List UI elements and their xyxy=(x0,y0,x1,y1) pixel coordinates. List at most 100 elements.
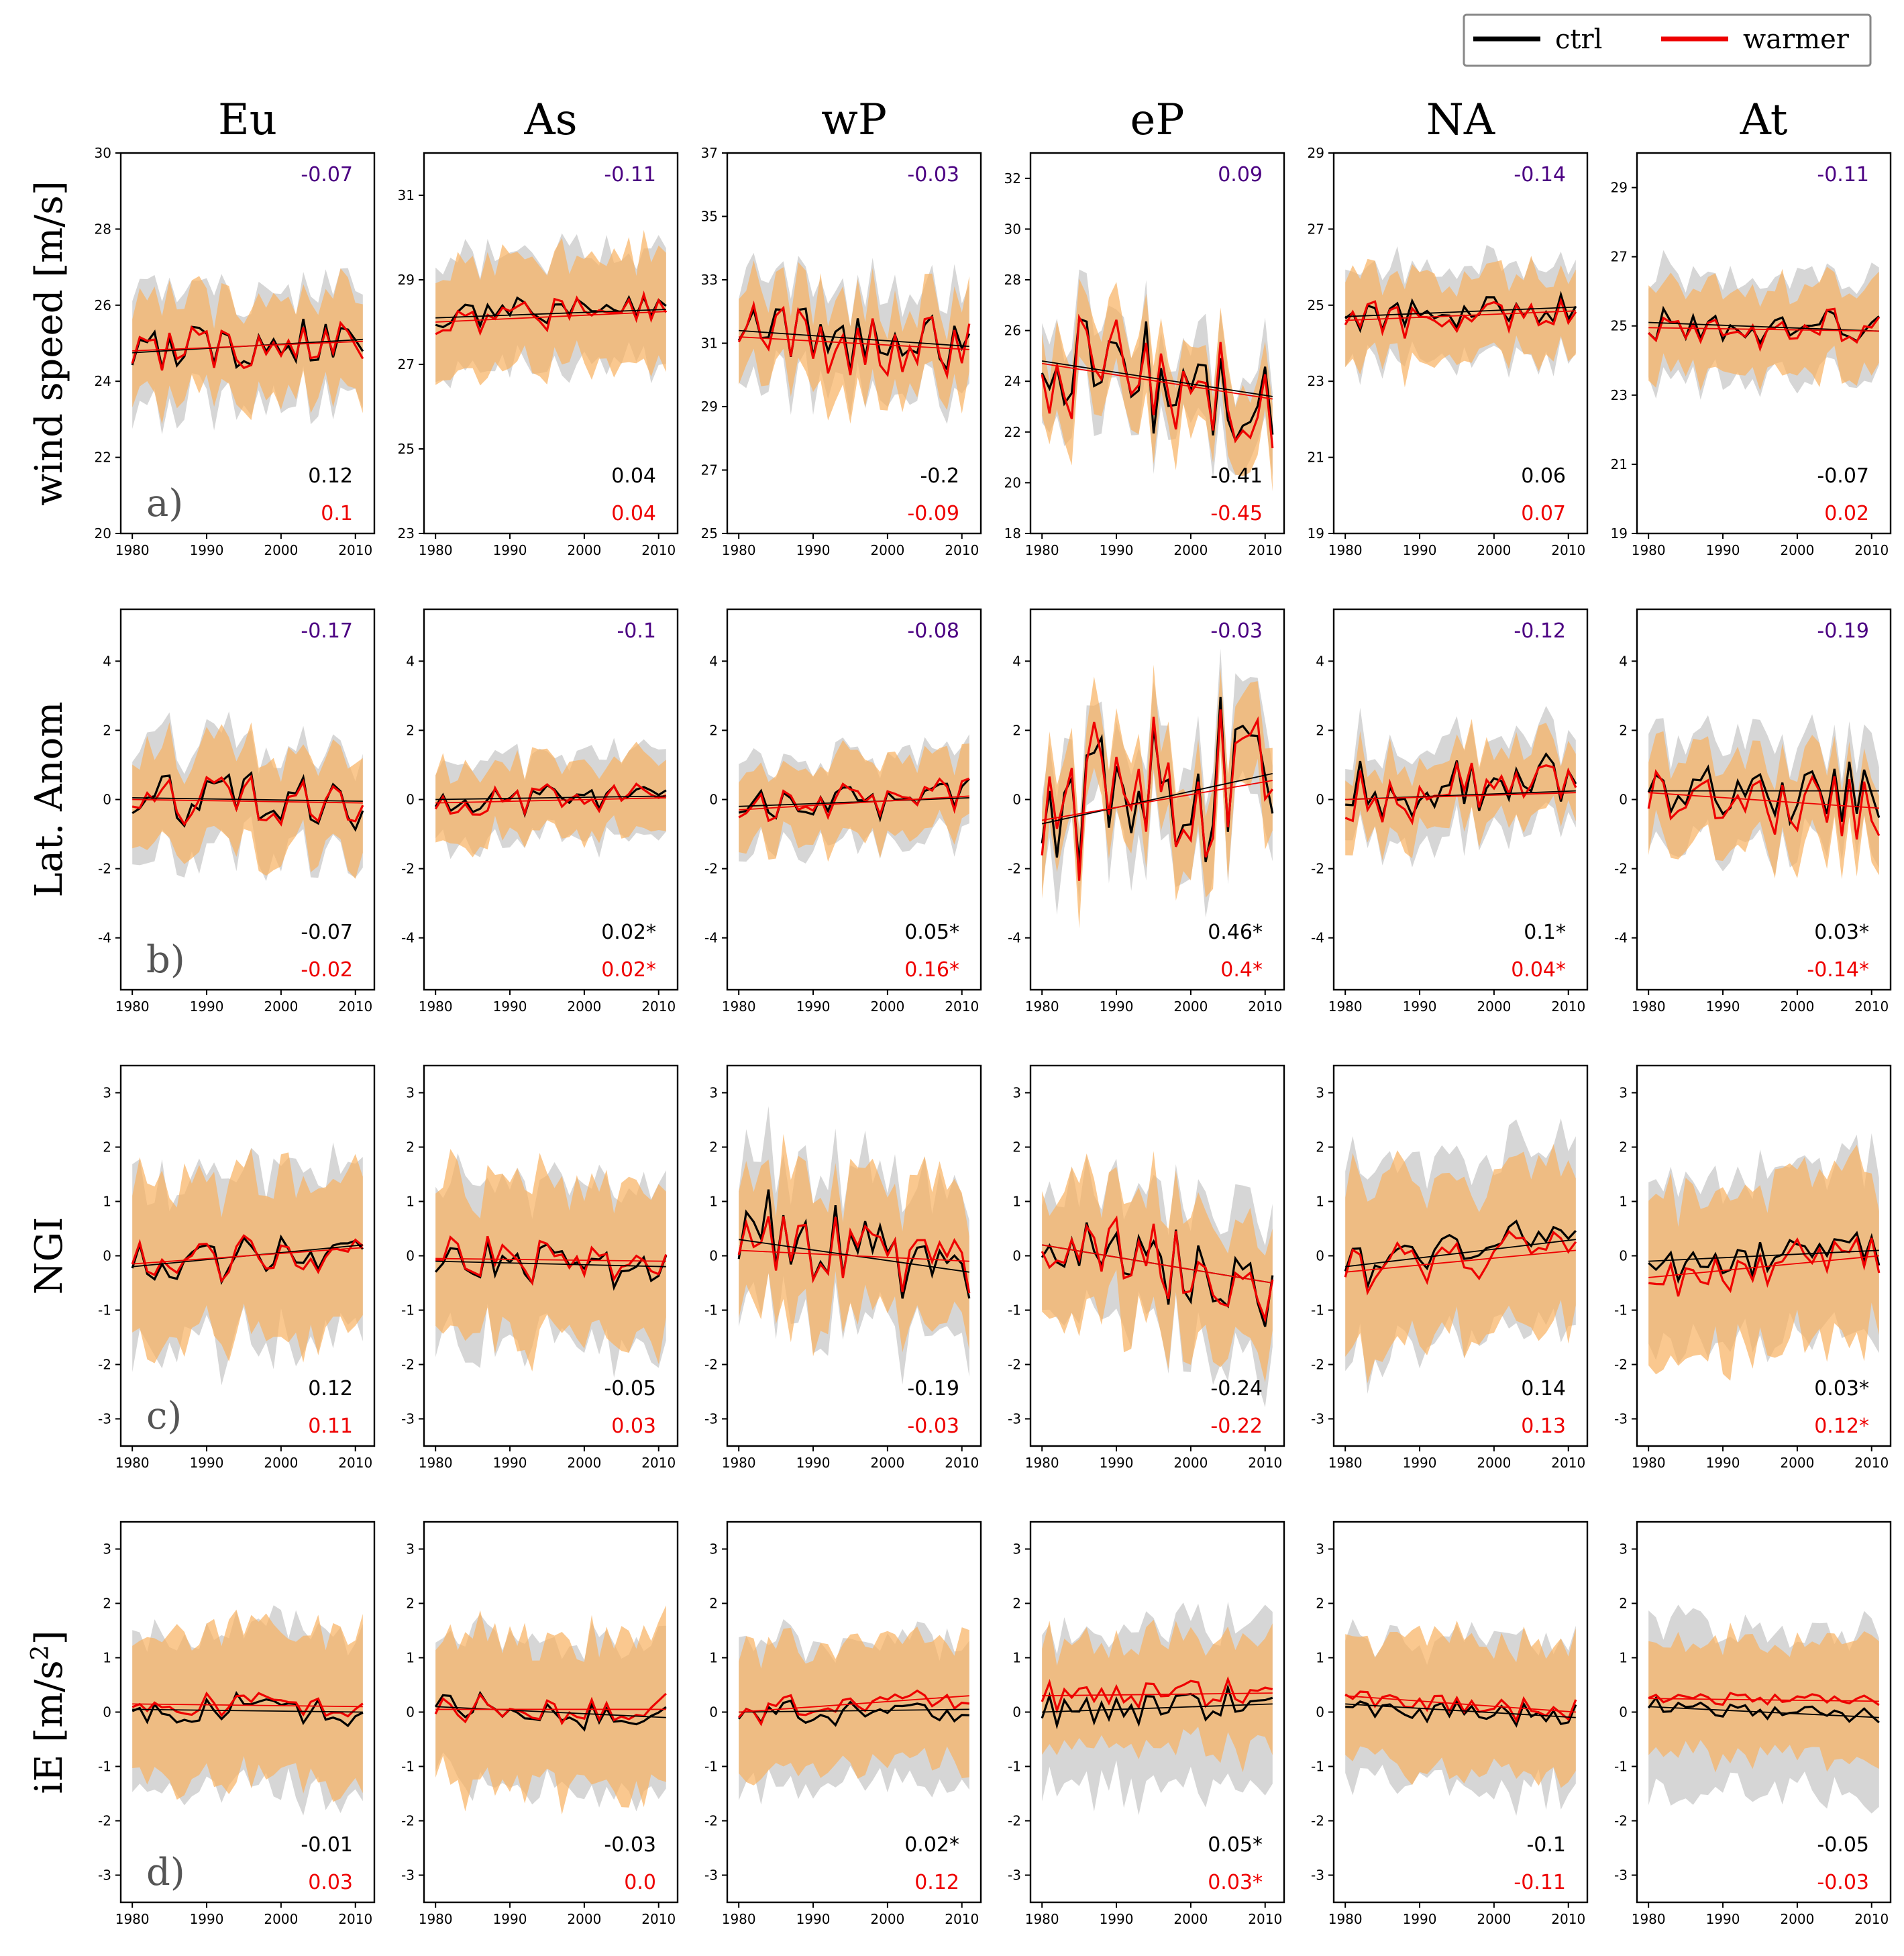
x-tick-label: 2010 xyxy=(1248,1911,1282,1927)
plot-area xyxy=(434,1149,668,1378)
ctrl-trend-value: 0.04 xyxy=(611,464,656,488)
ctrl-series-line xyxy=(1041,1684,1273,1730)
x-tick-label: 1980 xyxy=(1025,542,1059,558)
y-tick-label: 2 xyxy=(1619,722,1628,738)
y-tick-label: -2 xyxy=(401,861,415,877)
x-tick-label: 2010 xyxy=(1854,1911,1889,1927)
y-tick-label: -2 xyxy=(1008,1357,1021,1373)
y-tick-label: 26 xyxy=(95,297,111,313)
warmer-trend-value: 0.04* xyxy=(1511,958,1566,982)
x-tick-label: 1990 xyxy=(796,1911,831,1927)
plot-area xyxy=(1344,245,1577,388)
warmer-trend-value: 0.0 xyxy=(624,1871,656,1894)
y-tick-label: 2 xyxy=(406,1596,415,1612)
y-tick-label: -1 xyxy=(704,1302,718,1319)
y-tick-label: 23 xyxy=(1308,373,1324,389)
warmer-trend-line xyxy=(739,1249,969,1262)
y-tick-label: 3 xyxy=(1012,1541,1021,1557)
warmer-trend-value: -0.03 xyxy=(1817,1871,1869,1894)
ctrl-series-line xyxy=(1647,1696,1880,1724)
y-tick-label: 20 xyxy=(95,525,111,542)
ctrl-trend-value: 0.12 xyxy=(308,1377,353,1400)
warmer-trend-value: -0.02 xyxy=(301,958,353,982)
x-tick-label: 2000 xyxy=(567,1455,601,1471)
y-tick-label: -2 xyxy=(1614,861,1628,877)
warmer-trend-line xyxy=(1345,310,1576,321)
x-tick-label: 1980 xyxy=(419,1911,453,1927)
x-tick-label: 1990 xyxy=(1403,998,1437,1015)
warmer-spread-band xyxy=(435,229,666,386)
warmer-spread-band xyxy=(1042,1151,1273,1383)
x-tick-label: 1980 xyxy=(1025,1455,1059,1471)
panel-a-NA: 1980 1990 2000 2010 19 21 23 25 27 29 -0.14 0.06 0.0… xyxy=(1308,145,1589,558)
warmer-trend-value: -0.14* xyxy=(1807,958,1869,982)
x-tick-label: 1990 xyxy=(796,542,831,558)
y-tick-label: -1 xyxy=(704,1759,718,1775)
x-tick-label: 1980 xyxy=(1632,1455,1666,1471)
row-label-close: ] xyxy=(28,1631,71,1645)
y-tick-label: 29 xyxy=(1308,145,1324,161)
y-tick-label: 0 xyxy=(1619,1704,1628,1720)
panel-b-eP: 1980 1990 2000 2010 -4 -2 0 2 4 -0.03 0.46* 0.4* xyxy=(1008,608,1285,1015)
y-tick-label: -3 xyxy=(1614,1411,1628,1427)
warmer-trend-value: 0.03* xyxy=(1208,1871,1263,1894)
y-tick-label: 23 xyxy=(398,525,415,542)
y-tick-label: -4 xyxy=(1311,930,1324,946)
plot-area xyxy=(434,737,667,860)
panel-d-As: 1980 1990 2000 2010 -3 -2 -1 0 1 2 3 -0.03 0.0 xyxy=(401,1521,679,1927)
ctrl-trend-value: 0.02* xyxy=(601,921,656,944)
y-tick-label: -1 xyxy=(98,1302,111,1319)
x-tick-label: 1990 xyxy=(1100,998,1134,1015)
plot-area xyxy=(1041,1151,1274,1408)
y-tick-label: 0 xyxy=(406,1704,415,1720)
warmer-series-line xyxy=(737,1216,971,1294)
ctrl-series-line xyxy=(1647,761,1881,827)
y-tick-label: 0 xyxy=(1012,1704,1021,1720)
x-tick-label: 2000 xyxy=(264,1911,298,1927)
y-tick-label: 3 xyxy=(103,1085,111,1101)
y-tick-label: -1 xyxy=(1008,1302,1021,1319)
row-label-a: wind speed [m/s] xyxy=(28,181,71,505)
x-tick-label: 2010 xyxy=(641,998,676,1015)
panel-tag: a) xyxy=(146,482,183,525)
panel-a-eP: 1980 1990 2000 2010 18 20 22 24 26 28 30 32 0.09 -0.4… xyxy=(1004,152,1285,558)
x-tick-label: 2000 xyxy=(264,1455,298,1471)
x-tick-label: 2010 xyxy=(1854,998,1889,1015)
y-tick-label: 3 xyxy=(1619,1085,1628,1101)
y-tick-label: -3 xyxy=(401,1411,415,1427)
ctrl-trend-value: -0.19 xyxy=(907,1377,959,1400)
warmer-trend-value: -0.03 xyxy=(907,1414,959,1438)
warmer-spread-band xyxy=(1648,1623,1879,1773)
y-tick-label: 2 xyxy=(709,1596,718,1612)
x-tick-label: 1990 xyxy=(190,542,224,558)
ctrl-trend-line xyxy=(739,1708,969,1713)
y-tick-label: -2 xyxy=(1311,861,1324,877)
y-tick-label: 4 xyxy=(406,653,415,669)
column-title-eP: eP xyxy=(1130,95,1185,145)
x-tick-label: 2010 xyxy=(641,1911,676,1927)
y-tick-label: 0 xyxy=(1012,1248,1021,1264)
plot-area xyxy=(1041,1602,1273,1815)
plot-area xyxy=(435,229,668,389)
x-tick-label: 1980 xyxy=(115,1455,150,1471)
x-tick-label: 2000 xyxy=(1780,1455,1814,1471)
y-tick-label: 0 xyxy=(1316,792,1324,808)
y-tick-label: 2 xyxy=(103,1596,111,1612)
warmer-trend-value: 0.4* xyxy=(1220,958,1263,982)
x-tick-label: 1990 xyxy=(1706,998,1740,1015)
y-tick-label: -2 xyxy=(98,1813,111,1829)
y-tick-label: 0 xyxy=(406,792,415,808)
warmer-series-line xyxy=(434,1692,667,1726)
y-tick-label: 3 xyxy=(1619,1541,1628,1557)
x-tick-label: 1980 xyxy=(419,998,453,1015)
y-tick-label: -1 xyxy=(401,1302,415,1319)
plot-area xyxy=(1344,1118,1577,1394)
y-tick-label: 31 xyxy=(701,336,718,352)
plot-area xyxy=(434,1605,667,1815)
warmer-series-line xyxy=(131,320,364,371)
warmer-series-line xyxy=(1648,1235,1881,1297)
ctrl-trend-value: 0.12 xyxy=(308,464,353,488)
axes-frame xyxy=(1029,152,1285,535)
row-label-b: Lat. Anom xyxy=(28,701,71,897)
